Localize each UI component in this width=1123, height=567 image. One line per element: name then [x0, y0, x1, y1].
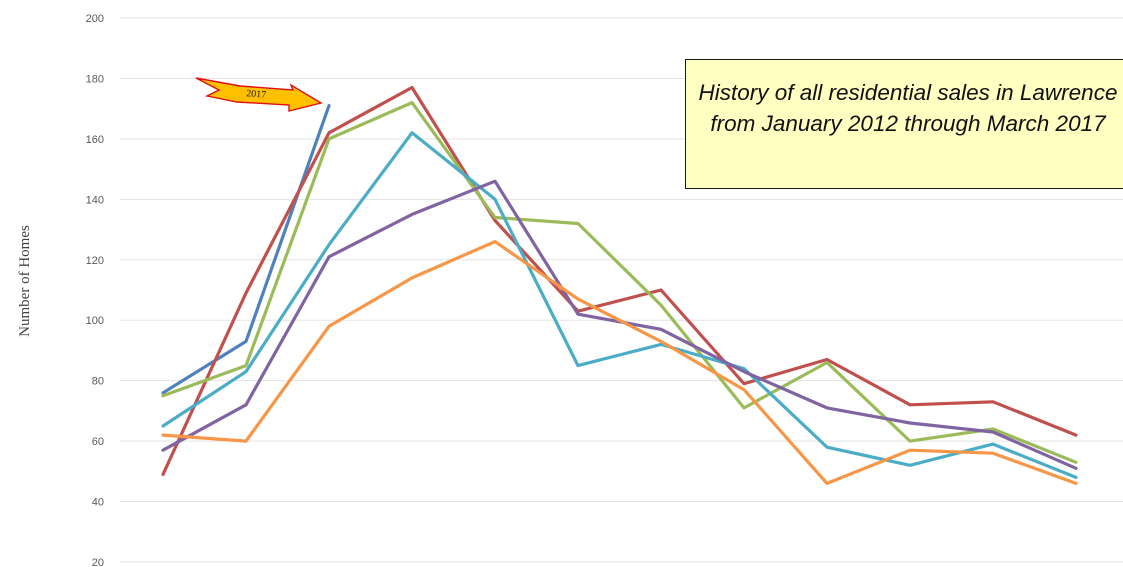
y-tick-label: 140 [86, 194, 104, 206]
arrow-callout-shape [195, 77, 323, 112]
arrow-callout-label: 2017 [246, 88, 267, 100]
annotation-box: History of all residential sales in Lawr… [685, 59, 1123, 189]
series-line-1 [161, 103, 331, 395]
series-lines [161, 85, 1078, 485]
y-axis-label: Number of Homes [17, 225, 33, 337]
series-line-2 [161, 85, 1078, 476]
y-tick-label: 180 [86, 73, 104, 85]
y-tick-label: 60 [92, 436, 104, 448]
y-tick-label: 100 [86, 315, 104, 327]
y-axis-ticks: 20 40 60 80 100 120 140 160 180 200 [86, 13, 104, 567]
y-tick-label: 200 [86, 13, 104, 25]
y-tick-label: 120 [86, 255, 104, 267]
series-line-6 [161, 240, 1078, 485]
annotation-text: History of all residential sales in Lawr… [698, 80, 1118, 136]
series-line-5 [161, 179, 1078, 470]
series-line-3 [161, 100, 1078, 464]
y-tick-label: 80 [92, 376, 104, 388]
y-tick-label: 20 [92, 557, 104, 567]
arrow-callout-2017: 2017 [195, 77, 323, 112]
y-tick-label: 160 [86, 134, 104, 146]
series-line-4 [161, 131, 1078, 479]
y-tick-label: 40 [92, 497, 104, 509]
